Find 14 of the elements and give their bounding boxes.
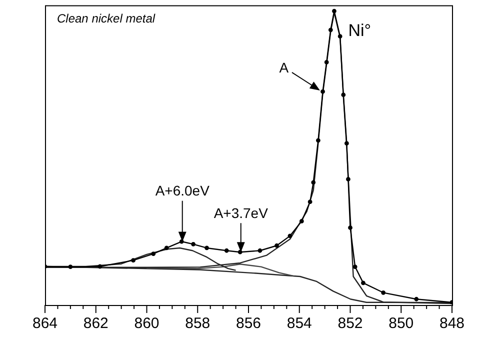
x-tick-label: 850 <box>388 315 414 332</box>
x-tick-label: 864 <box>32 315 58 332</box>
annotation: A+6.0eV <box>155 182 210 199</box>
x-tick-label: 860 <box>134 315 160 332</box>
x-tick-label: 848 <box>439 315 465 332</box>
x-tick-label: 856 <box>236 315 262 332</box>
x-tick-label: 852 <box>338 315 363 332</box>
x-tick-label: 858 <box>185 315 210 332</box>
annotation: Clean nickel metal <box>57 12 156 26</box>
annotation: A <box>279 59 290 76</box>
x-tick-label: 862 <box>83 315 108 332</box>
x-tick-label: 854 <box>286 315 312 332</box>
annotation: Ni° <box>348 20 372 40</box>
annotation: A+3.7eV <box>214 204 269 221</box>
